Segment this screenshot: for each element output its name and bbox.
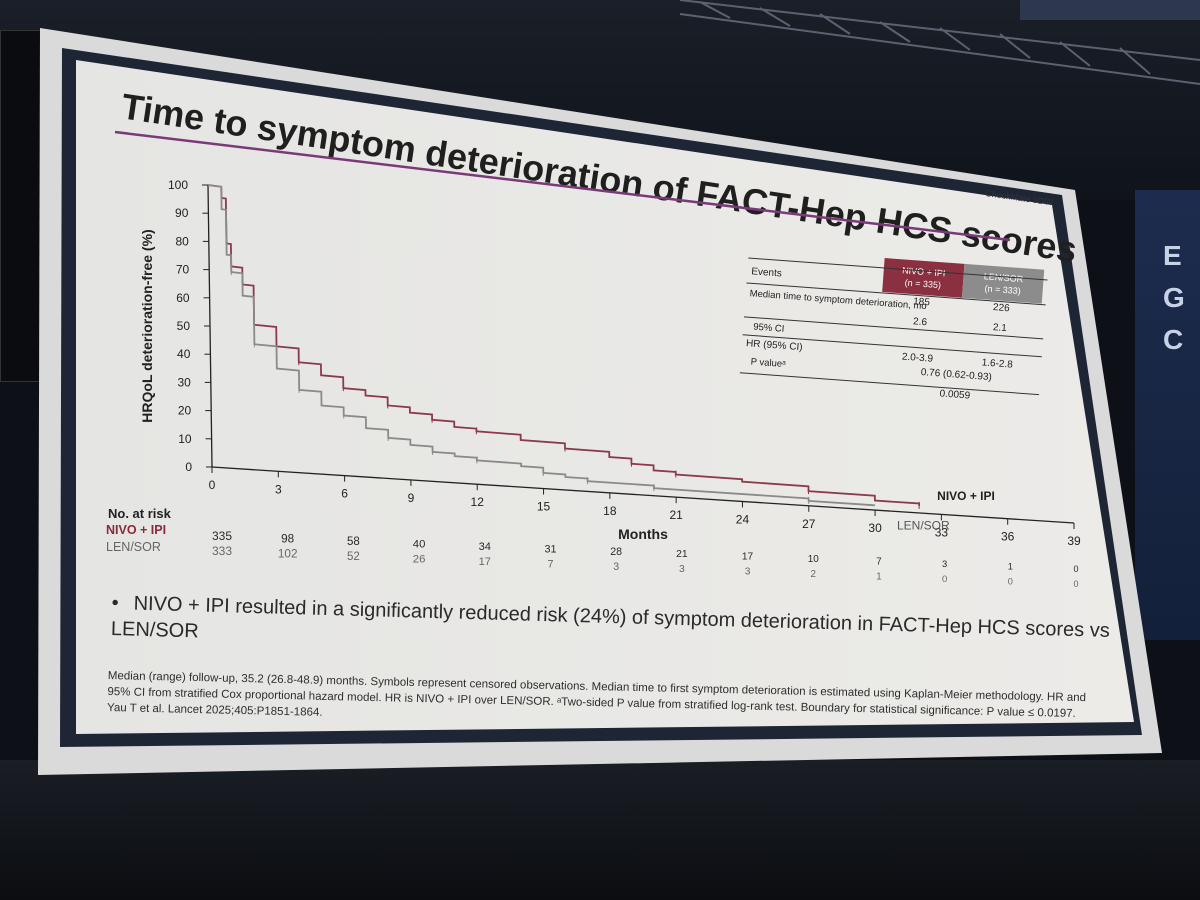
nivo-header-line1: NIVO + IPI — [902, 265, 946, 278]
pvalue-label: P valueᵃ — [750, 356, 786, 370]
table-rule — [743, 316, 1044, 340]
x-tick-label: 27 — [802, 517, 816, 531]
risk-value-lensor: 52 — [347, 551, 360, 563]
x-tick-label: 36 — [1001, 530, 1015, 544]
x-tick-label: 39 — [1067, 534, 1081, 548]
ci-lensor: 1.6-2.8 — [981, 357, 1013, 370]
risk-value-nivo: 17 — [742, 552, 754, 563]
hr-label: HR (95% CI) — [746, 338, 803, 353]
risk-value-nivo: 0 — [1073, 564, 1078, 574]
risk-value-nivo: 335 — [212, 529, 232, 543]
risk-value-nivo: 31 — [544, 543, 556, 555]
ci-nivo: 2.0-3.9 — [901, 352, 933, 365]
risk-value-lensor: 7 — [547, 558, 553, 570]
risk-value-lensor: 102 — [278, 547, 298, 560]
risk-value-nivo: 40 — [413, 538, 426, 550]
x-tick-label: 21 — [669, 508, 683, 522]
y-axis-label: HRQoL deterioration-free (%) — [139, 229, 155, 422]
x-axis — [211, 466, 1075, 524]
events-nivo: 185 — [913, 296, 931, 308]
slide-background — [76, 60, 1134, 734]
risk-label-nivo: NIVO + IPI — [106, 523, 166, 537]
risk-value-lensor: 3 — [679, 564, 685, 575]
risk-value-nivo: 10 — [808, 554, 820, 565]
table-rule — [742, 334, 1042, 358]
risk-value-nivo: 58 — [347, 536, 360, 548]
y-tick-label: 20 — [178, 404, 192, 418]
risk-value-lensor: 2 — [810, 569, 816, 580]
lensor-header-bg — [961, 263, 1045, 304]
ceiling-truss — [679, 0, 1200, 85]
y-tick-label: 10 — [178, 432, 192, 446]
x-tick-label: 3 — [275, 482, 282, 496]
x-tick-label: 33 — [935, 525, 949, 539]
risk-value-lensor: 26 — [413, 553, 426, 565]
x-tick-label: 30 — [868, 521, 882, 535]
risk-table: No. at risk NIVO + IPI LEN/SOR 335 98 58 40… — [106, 506, 1079, 589]
risk-value-nivo: 21 — [676, 549, 688, 560]
events-label: Events — [751, 266, 782, 279]
x-tick-label: 6 — [341, 487, 348, 501]
x-tick-label: 15 — [537, 500, 551, 514]
y-tick-label: 30 — [177, 375, 191, 389]
x-tick-label: 0 — [209, 478, 216, 492]
risk-value-lensor: 333 — [212, 544, 232, 558]
y-tick-label: 80 — [175, 234, 189, 248]
y-tick-label: 40 — [177, 347, 191, 361]
y-tick-label: 50 — [177, 319, 191, 333]
x-tick-label: 12 — [471, 495, 485, 509]
table-rule — [748, 257, 1048, 281]
stage-floor — [0, 760, 1200, 900]
x-tick-label: 18 — [603, 504, 617, 518]
y-tick-label: 60 — [176, 291, 190, 305]
x-tick-label: 9 — [408, 491, 415, 505]
risk-value-lensor: 0 — [1073, 579, 1078, 589]
risk-value-nivo: 7 — [876, 557, 881, 568]
pvalue-value: 0.0059 — [939, 388, 971, 401]
nivo-header-line2: (n = 335) — [904, 278, 941, 291]
y-tick-label: 100 — [168, 178, 188, 192]
risk-value-lensor: 0 — [942, 574, 947, 585]
len-sor-curve-label: LEN/SOR — [897, 518, 950, 532]
lensor-header-line2: (n = 333) — [984, 283, 1021, 296]
ci-label: 95% CI — [753, 322, 785, 335]
median-lensor: 2.1 — [992, 322, 1007, 334]
x-axis-label: Months — [618, 526, 668, 542]
bullet-marker: • — [111, 591, 119, 615]
median-nivo: 2.6 — [913, 316, 928, 328]
y-tick-label: 70 — [176, 263, 190, 277]
stats-table: NIVO + IPI (n = 335) LEN/SOR (n = 333) E… — [739, 257, 1048, 402]
risk-value-nivo: 28 — [610, 546, 622, 558]
risk-value-nivo: 3 — [942, 559, 947, 570]
nivo-ipi-curve-label: NIVO + IPI — [937, 489, 995, 503]
y-tick-label: 90 — [175, 206, 189, 220]
risk-value-nivo: 98 — [281, 532, 295, 545]
risk-value-lensor: 1 — [876, 572, 881, 583]
hr-value: 0.76 (0.62-0.93) — [920, 367, 992, 383]
y-tick-label: 0 — [185, 460, 192, 474]
risk-label-lensor: LEN/SOR — [106, 540, 161, 554]
risk-value-nivo: 1 — [1008, 562, 1013, 572]
risk-value-nivo: 34 — [479, 541, 491, 553]
risk-value-lensor: 3 — [613, 561, 619, 573]
risk-value-lensor: 17 — [479, 556, 491, 568]
nivo-header-bg — [882, 257, 965, 298]
risk-header: No. at risk — [108, 506, 172, 521]
risk-value-lensor: 3 — [745, 567, 751, 578]
x-tick-label: 24 — [736, 512, 750, 526]
risk-value-lensor: 0 — [1008, 577, 1013, 587]
events-lensor: 226 — [993, 302, 1011, 314]
title-underline — [114, 130, 1011, 242]
lensor-header-line1: LEN/SOR — [983, 271, 1024, 284]
table-rule — [739, 372, 1040, 396]
table-rule — [746, 282, 1046, 306]
